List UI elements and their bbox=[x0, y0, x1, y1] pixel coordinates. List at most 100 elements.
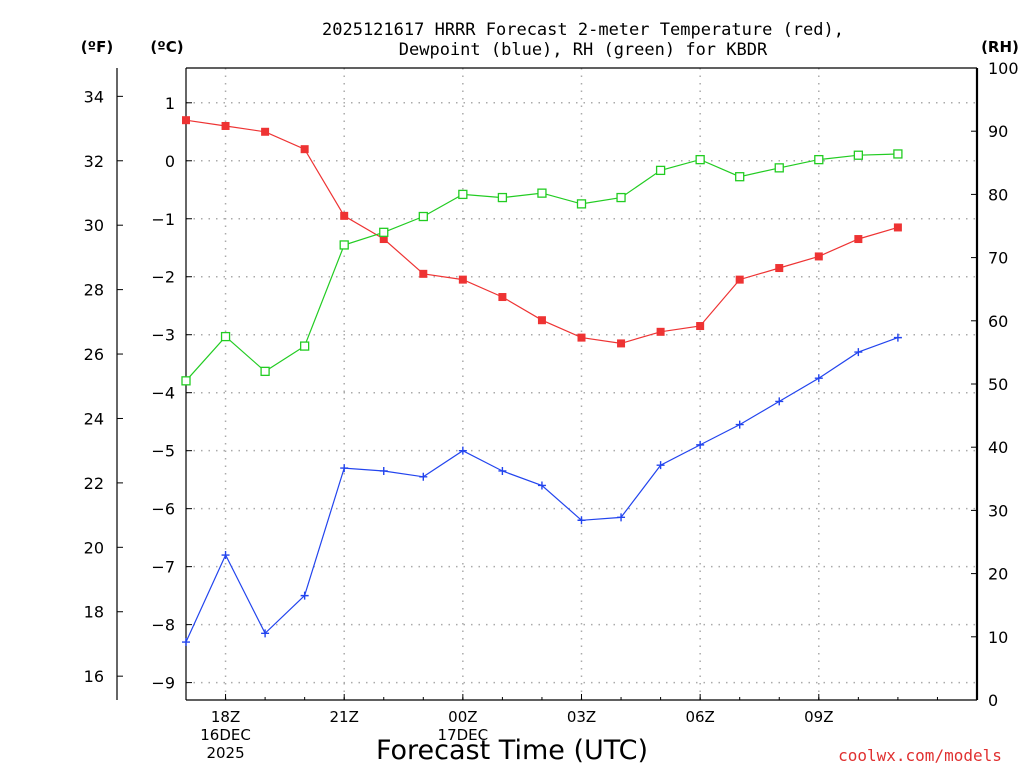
dewpoint-series bbox=[182, 333, 902, 647]
celsius-tick-label: −6 bbox=[151, 500, 175, 519]
dewpoint-point bbox=[656, 461, 665, 470]
2-meter-temperature-point bbox=[617, 339, 626, 348]
dewpoint-point bbox=[419, 472, 428, 481]
dewpoint-point bbox=[458, 446, 467, 455]
2-meter-temperature-point bbox=[893, 223, 902, 232]
fahrenheit-tick-label: 16 bbox=[84, 667, 104, 686]
dewpoint-point bbox=[340, 464, 349, 473]
time-tick-label: 21Z bbox=[330, 708, 359, 726]
2-meter-temperature-point bbox=[735, 275, 744, 284]
rh-point bbox=[655, 165, 666, 176]
dewpoint-point bbox=[577, 516, 586, 525]
rh-tick-label: 80 bbox=[988, 185, 1008, 204]
rh-point bbox=[853, 150, 863, 160]
2-meter-temperature-point bbox=[577, 333, 586, 342]
rh-tick-label: 70 bbox=[988, 249, 1008, 268]
time-tick-label: 2025 bbox=[206, 744, 244, 762]
celsius-unit-label: (ºC) bbox=[150, 38, 183, 56]
2-meter-temperature-point bbox=[854, 235, 863, 244]
dewpoint-point bbox=[498, 466, 507, 475]
rh-tick-label: 100 bbox=[988, 59, 1019, 78]
celsius-axis: 1 0 −1 −2 −3 −4 −5 −6 −7 −8 −9 bbox=[151, 94, 192, 693]
rh-tick-label: 10 bbox=[988, 628, 1008, 647]
2-meter-temperature-point bbox=[498, 293, 507, 302]
dewpoint-point bbox=[379, 466, 388, 475]
fahrenheit-tick-label: 18 bbox=[84, 603, 104, 622]
fahrenheit-tick-label: 34 bbox=[84, 87, 104, 106]
rh-series bbox=[181, 149, 903, 386]
rh-point bbox=[260, 366, 270, 377]
celsius-tick-label: −8 bbox=[151, 616, 175, 635]
fahrenheit-tick-label: 24 bbox=[84, 409, 104, 428]
time-tick-label: 17DEC bbox=[438, 726, 489, 744]
2-meter-temperature-point bbox=[537, 316, 546, 325]
rh-point bbox=[299, 341, 310, 351]
2-meter-temperature-point bbox=[379, 235, 388, 244]
2-meter-temperature-point bbox=[182, 116, 190, 125]
2-meter-temperature-line bbox=[185, 119, 899, 345]
rh-point bbox=[774, 163, 784, 173]
fahrenheit-tick-label: 26 bbox=[84, 345, 104, 364]
celsius-tick-label: −7 bbox=[151, 558, 175, 577]
dewpoint-point bbox=[261, 629, 270, 638]
rh-point bbox=[339, 240, 349, 250]
fahrenheit-tick-label: 20 bbox=[84, 538, 104, 557]
x-axis-label: Forecast Time (UTC) bbox=[376, 735, 648, 766]
2-meter-temperature-point bbox=[300, 145, 309, 154]
celsius-tick-label: −5 bbox=[151, 442, 175, 461]
rh-tick-label: 90 bbox=[988, 122, 1008, 141]
dewpoint-point bbox=[300, 591, 309, 600]
rh-point bbox=[616, 192, 626, 203]
fahrenheit-tick-label: 28 bbox=[84, 281, 104, 300]
dewpoint-point bbox=[537, 481, 546, 490]
celsius-tick-label: −1 bbox=[151, 210, 175, 229]
2-meter-temperature-point bbox=[419, 269, 428, 278]
dewpoint-line bbox=[185, 337, 899, 643]
time-tick-label: 00Z bbox=[448, 708, 477, 726]
2-meter-temperature-point bbox=[340, 211, 349, 220]
title-line-1: 2025121617 HRRR Forecast 2-meter Tempera… bbox=[322, 20, 844, 40]
2-meter-temperature-point bbox=[696, 322, 705, 331]
dewpoint-point bbox=[182, 638, 190, 647]
data-series bbox=[181, 116, 903, 647]
time-tick-label: 16DEC bbox=[200, 726, 251, 744]
source-credit: coolwx.com/models bbox=[838, 746, 1002, 765]
rh-point bbox=[458, 189, 468, 200]
rh-tick-label: 50 bbox=[988, 375, 1008, 394]
2-meter-temperature-point bbox=[814, 252, 823, 261]
fahrenheit-axis: 34 32 30 28 26 24 22 20 18 16 bbox=[84, 68, 123, 700]
rh-tick-label: 60 bbox=[988, 312, 1008, 331]
fahrenheit-tick-label: 30 bbox=[84, 216, 104, 235]
celsius-tick-label: 0 bbox=[165, 152, 175, 171]
rh-point bbox=[497, 192, 508, 203]
fahrenheit-tick-label: 22 bbox=[84, 474, 104, 493]
rh-point bbox=[735, 172, 745, 182]
dewpoint-point bbox=[893, 333, 902, 342]
time-tick-label: 06Z bbox=[685, 708, 714, 726]
rh-point bbox=[893, 149, 903, 159]
rh-point bbox=[576, 199, 587, 209]
celsius-tick-label: 1 bbox=[165, 94, 175, 113]
dewpoint-point bbox=[617, 513, 626, 522]
gridlines bbox=[186, 68, 977, 700]
title-line-2: Dewpoint (blue), RH (green) for KBDR bbox=[399, 40, 768, 60]
celsius-tick-label: −4 bbox=[151, 384, 175, 403]
2-meter-temperature-point bbox=[261, 127, 270, 136]
rh-tick-label: 20 bbox=[988, 565, 1008, 584]
rh-tick-label: 40 bbox=[988, 438, 1008, 457]
rh-point bbox=[181, 376, 191, 386]
2-meter-temperature-point bbox=[458, 275, 467, 284]
2-meter-temperature-point bbox=[221, 121, 230, 130]
dewpoint-point bbox=[814, 374, 823, 383]
rh-line bbox=[185, 153, 898, 382]
fahrenheit-tick-label: 32 bbox=[84, 152, 104, 171]
rh-unit-label: (RH) bbox=[981, 38, 1019, 56]
time-tick-label: 18Z bbox=[211, 708, 240, 726]
rh-point bbox=[418, 211, 428, 222]
rh-tick-label: 30 bbox=[988, 501, 1008, 520]
2-meter-temperature-point bbox=[775, 264, 784, 273]
time-tick-label: 09Z bbox=[804, 708, 833, 726]
celsius-tick-label: −9 bbox=[151, 674, 175, 693]
